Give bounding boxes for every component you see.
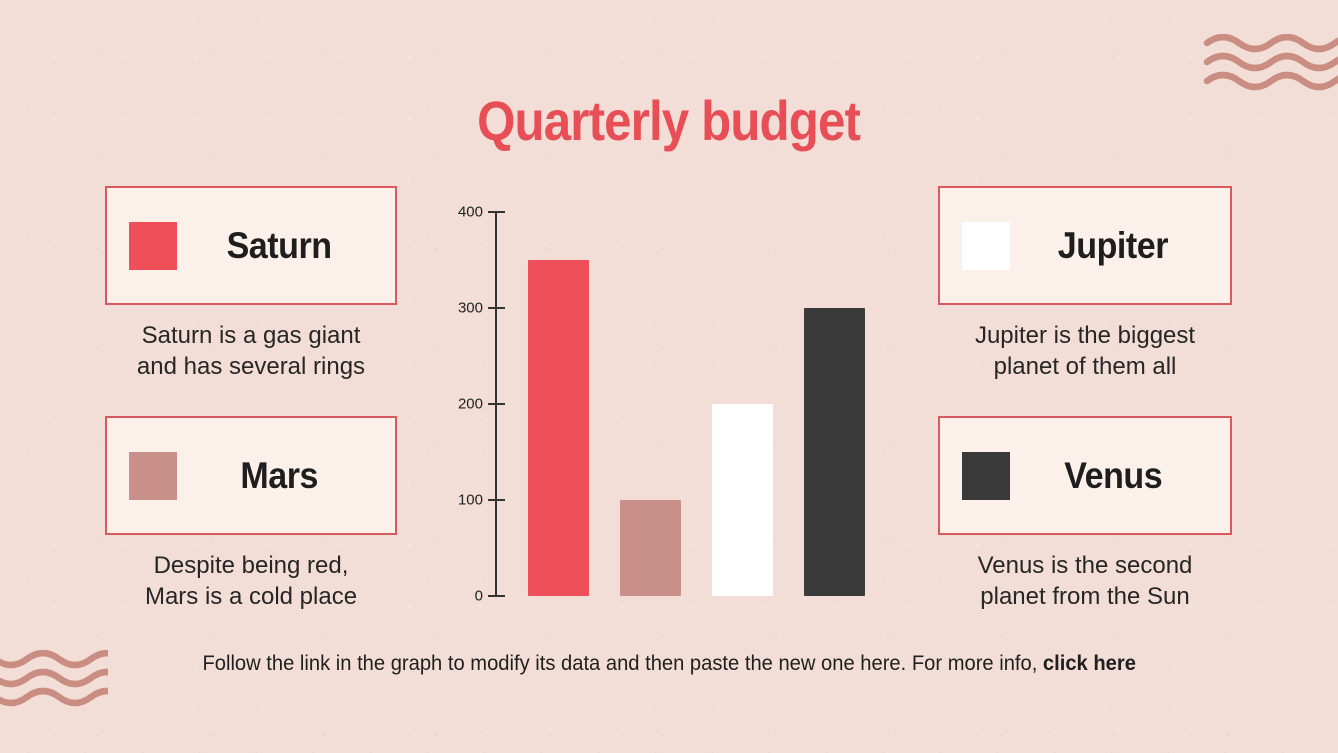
- y-tick-mark-0: [488, 595, 505, 597]
- legend-group-venus: Venus Venus is the second planet from the…: [938, 416, 1232, 612]
- legend-label-venus: Venus: [1064, 454, 1162, 496]
- y-tick-label-300: 300: [457, 299, 483, 317]
- legend-box-jupiter: Jupiter: [938, 186, 1232, 305]
- bar-jupiter: [712, 404, 773, 596]
- legend-label-mars: Mars: [240, 454, 318, 496]
- legend-box-venus: Venus: [938, 416, 1232, 535]
- legend-description-jupiter: Jupiter is the biggest planet of them al…: [974, 322, 1196, 380]
- legend-box-mars: Mars: [105, 416, 397, 535]
- bar-saturn: [528, 260, 589, 596]
- y-axis: 0 100 200 300 400: [400, 204, 505, 605]
- legend-swatch-venus: [962, 451, 1010, 500]
- legend-swatch-saturn: [129, 221, 177, 270]
- legend-label-jupiter: Jupiter: [1057, 224, 1169, 266]
- legend-group-jupiter: Jupiter Jupiter is the biggest planet of …: [938, 186, 1232, 382]
- y-tick-label-100: 100: [457, 491, 483, 509]
- legend-group-mars: Mars Despite being red, Mars is a cold pl…: [105, 416, 397, 612]
- bars-container: [528, 212, 865, 596]
- legend-swatch-jupiter: [962, 221, 1010, 270]
- y-tick-mark-100: [488, 499, 505, 501]
- bar-venus: [804, 308, 865, 596]
- legend-group-saturn: Saturn Saturn is a gas giant and has seve…: [105, 186, 397, 382]
- y-tick-label-200: 200: [457, 395, 483, 413]
- legend-swatch-mars: [129, 451, 177, 500]
- legend-column-left: Saturn Saturn is a gas giant and has seve…: [105, 186, 397, 612]
- y-tick-label-0: 0: [474, 587, 483, 605]
- legend-box-saturn: Saturn: [105, 186, 397, 305]
- y-tick-mark-400: [488, 211, 505, 213]
- click-here-link[interactable]: click here: [1042, 652, 1136, 675]
- legend-label-saturn: Saturn: [226, 224, 332, 266]
- footer-text: Follow the link in the graph to modify i…: [202, 652, 1043, 675]
- y-tick-mark-300: [488, 307, 505, 309]
- legend-column-right: Jupiter Jupiter is the biggest planet of …: [938, 186, 1232, 612]
- legend-description-mars: Despite being red, Mars is a cold place: [144, 552, 358, 610]
- y-tick-mark-200: [488, 403, 505, 405]
- bar-mars: [620, 500, 681, 596]
- legend-description-venus: Venus is the second planet from the Sun: [977, 552, 1193, 610]
- y-tick-label-400: 400: [457, 203, 483, 221]
- footer-note: Follow the link in the graph to modify i…: [0, 652, 1338, 676]
- page-title: Quarterly budget: [477, 89, 862, 152]
- legend-description-saturn: Saturn is a gas giant and has several ri…: [136, 322, 366, 380]
